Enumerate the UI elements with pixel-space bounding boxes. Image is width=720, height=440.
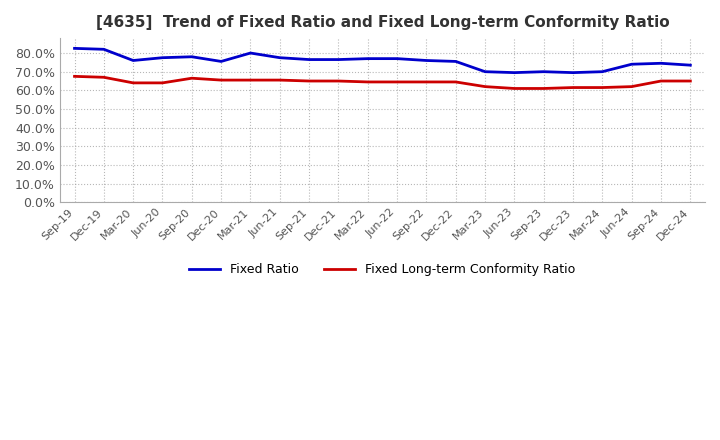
- Fixed Ratio: [71, 46, 79, 51]
- Fixed Ratio: [510, 70, 518, 75]
- Fixed Long-term Conformity Ratio: [657, 78, 665, 84]
- Fixed Ratio: [334, 57, 343, 62]
- Fixed Long-term Conformity Ratio: [158, 80, 167, 85]
- Fixed Ratio: [481, 69, 490, 74]
- Fixed Ratio: [627, 62, 636, 67]
- Fixed Long-term Conformity Ratio: [451, 79, 460, 84]
- Fixed Long-term Conformity Ratio: [305, 78, 313, 84]
- Fixed Ratio: [276, 55, 284, 60]
- Fixed Long-term Conformity Ratio: [686, 78, 695, 84]
- Fixed Long-term Conformity Ratio: [217, 77, 225, 83]
- Fixed Long-term Conformity Ratio: [246, 77, 255, 83]
- Fixed Ratio: [364, 56, 372, 61]
- Fixed Ratio: [686, 62, 695, 68]
- Fixed Ratio: [305, 57, 313, 62]
- Fixed Ratio: [569, 70, 577, 75]
- Legend: Fixed Ratio, Fixed Long-term Conformity Ratio: Fixed Ratio, Fixed Long-term Conformity …: [184, 258, 581, 282]
- Fixed Long-term Conformity Ratio: [510, 86, 518, 91]
- Fixed Ratio: [246, 51, 255, 56]
- Fixed Long-term Conformity Ratio: [187, 76, 196, 81]
- Fixed Long-term Conformity Ratio: [364, 79, 372, 84]
- Fixed Ratio: [657, 61, 665, 66]
- Fixed Long-term Conformity Ratio: [129, 80, 138, 85]
- Fixed Ratio: [393, 56, 402, 61]
- Fixed Ratio: [422, 58, 431, 63]
- Fixed Ratio: [598, 69, 607, 74]
- Fixed Long-term Conformity Ratio: [481, 84, 490, 89]
- Fixed Ratio: [217, 59, 225, 64]
- Fixed Long-term Conformity Ratio: [276, 77, 284, 83]
- Fixed Long-term Conformity Ratio: [539, 86, 548, 91]
- Fixed Ratio: [158, 55, 167, 60]
- Fixed Long-term Conformity Ratio: [422, 79, 431, 84]
- Fixed Long-term Conformity Ratio: [334, 78, 343, 84]
- Fixed Ratio: [187, 54, 196, 59]
- Line: Fixed Long-term Conformity Ratio: Fixed Long-term Conformity Ratio: [75, 77, 690, 88]
- Line: Fixed Ratio: Fixed Ratio: [75, 48, 690, 73]
- Fixed Long-term Conformity Ratio: [71, 74, 79, 79]
- Fixed Ratio: [451, 59, 460, 64]
- Fixed Long-term Conformity Ratio: [569, 85, 577, 90]
- Fixed Long-term Conformity Ratio: [627, 84, 636, 89]
- Title: [4635]  Trend of Fixed Ratio and Fixed Long-term Conformity Ratio: [4635] Trend of Fixed Ratio and Fixed Lo…: [96, 15, 670, 30]
- Fixed Long-term Conformity Ratio: [99, 75, 108, 80]
- Fixed Long-term Conformity Ratio: [598, 85, 607, 90]
- Fixed Ratio: [539, 69, 548, 74]
- Fixed Long-term Conformity Ratio: [393, 79, 402, 84]
- Fixed Ratio: [99, 47, 108, 52]
- Fixed Ratio: [129, 58, 138, 63]
